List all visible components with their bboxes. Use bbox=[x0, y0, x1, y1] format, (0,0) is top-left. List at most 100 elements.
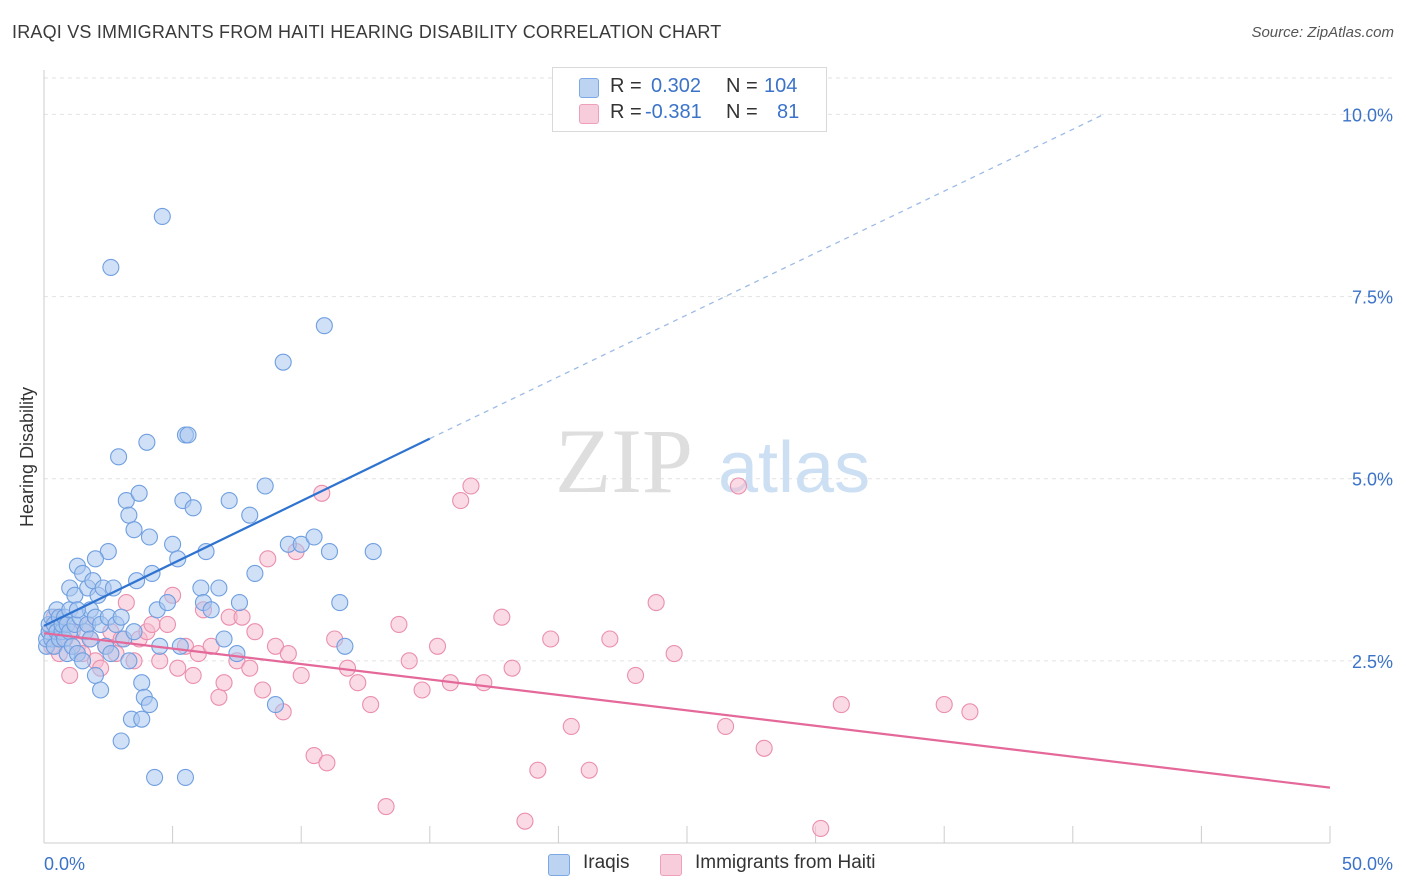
y-tick-label: 10.0% bbox=[1342, 105, 1393, 125]
bottom-legend-label-haiti: Immigrants from Haiti bbox=[695, 852, 876, 873]
iraqi-point bbox=[171, 637, 189, 655]
haiti-point bbox=[647, 594, 665, 612]
watermark-atlas: atlas bbox=[718, 428, 870, 508]
iraqi-point bbox=[197, 543, 215, 561]
legend-n-label: N = bbox=[726, 75, 758, 97]
haiti-point bbox=[400, 652, 418, 670]
bottom-legend-swatch-haiti bbox=[660, 854, 682, 876]
legend-swatch-haiti bbox=[579, 104, 599, 124]
haiti-point bbox=[305, 747, 323, 765]
iraqi-point bbox=[112, 732, 130, 750]
haiti-point bbox=[241, 659, 259, 677]
iraqi-trend-extension bbox=[429, 113, 1104, 440]
haiti-point bbox=[169, 659, 187, 677]
iraqi-point bbox=[110, 448, 128, 466]
axis-labels: 2.5% 5.0% 7.5% 10.0% 0.0% 50.0% bbox=[44, 105, 1393, 874]
haiti-point bbox=[184, 666, 202, 684]
haiti-point bbox=[462, 477, 480, 495]
bottom-legend-swatch-iraqis bbox=[548, 854, 570, 876]
iraqi-point bbox=[336, 637, 354, 655]
haiti-point bbox=[210, 688, 228, 706]
legend-r-value: 0.302 bbox=[651, 75, 702, 97]
y-axis-label: Hearing Disability bbox=[17, 387, 37, 527]
legend-swatch-iraqis bbox=[579, 78, 599, 98]
iraqi-point bbox=[133, 674, 151, 692]
haiti-point bbox=[832, 696, 850, 714]
haiti-point bbox=[729, 477, 747, 495]
haiti-point bbox=[529, 761, 547, 779]
iraqi-point bbox=[153, 207, 171, 225]
haiti-point bbox=[390, 615, 408, 633]
source-label: Source: ZipAtlas.com bbox=[1251, 24, 1394, 41]
trend-lines bbox=[43, 113, 1331, 789]
iraqi-point bbox=[230, 594, 249, 612]
iraqi-point bbox=[315, 317, 333, 335]
haiti-point bbox=[503, 659, 521, 677]
x-tick-label: 50.0% bbox=[1342, 854, 1393, 874]
iraqi-point bbox=[292, 535, 310, 553]
iraqi-point bbox=[125, 623, 143, 641]
haiti-point bbox=[254, 681, 272, 699]
haiti-point bbox=[961, 703, 979, 721]
legend-r-value: -0.381 bbox=[645, 101, 702, 123]
chart-title: IRAQI VS IMMIGRANTS FROM HAITI HEARING D… bbox=[12, 22, 722, 42]
haiti-point bbox=[562, 717, 580, 735]
iraqi-point bbox=[215, 630, 233, 648]
legend-row-iraqis: R = 0.302 N = 104 bbox=[553, 75, 826, 101]
haiti-point bbox=[627, 666, 645, 684]
iraqi-point bbox=[120, 652, 138, 670]
iraqi-trend-line bbox=[43, 437, 431, 627]
haiti-point bbox=[292, 666, 310, 684]
iraqi-point bbox=[102, 645, 120, 663]
data-points bbox=[38, 207, 979, 837]
iraqi-point bbox=[220, 492, 238, 510]
legend-r-label: R = bbox=[610, 101, 642, 123]
haiti-point bbox=[413, 681, 431, 699]
x-tick-label: 0.0% bbox=[44, 854, 85, 874]
iraqi-point bbox=[138, 433, 156, 451]
haiti-point bbox=[259, 550, 277, 568]
haiti-point bbox=[935, 696, 953, 714]
haiti-point bbox=[61, 666, 79, 684]
bottom-legend-label-iraqis: Iraqis bbox=[583, 852, 630, 873]
iraqi-point bbox=[246, 564, 264, 582]
iraqi-point bbox=[228, 645, 246, 663]
iraqi-point bbox=[184, 499, 202, 517]
iraqi-point bbox=[140, 696, 159, 714]
haiti-point bbox=[117, 594, 135, 612]
iraqi-point bbox=[320, 543, 339, 561]
haiti-point bbox=[493, 608, 511, 626]
iraqi-point bbox=[210, 579, 228, 597]
axes bbox=[43, 70, 1331, 844]
watermark: ZIP atlas bbox=[555, 410, 870, 512]
legend-r-label: R = bbox=[610, 75, 642, 97]
y-tick-label: 2.5% bbox=[1352, 652, 1393, 672]
iraqi-point bbox=[192, 579, 210, 597]
iraqi-point bbox=[266, 696, 285, 714]
iraqi-point bbox=[92, 681, 110, 699]
iraqi-point bbox=[158, 594, 177, 612]
haiti-point bbox=[580, 761, 598, 779]
iraqi-point bbox=[179, 426, 197, 444]
legend-n-value: 81 bbox=[777, 101, 800, 123]
iraqi-point bbox=[164, 535, 182, 553]
iraqi-point bbox=[140, 528, 159, 546]
iraqi-point bbox=[120, 506, 138, 524]
iraqi-point bbox=[241, 506, 259, 524]
haiti-point bbox=[279, 645, 297, 663]
haiti-point bbox=[143, 615, 161, 633]
haiti-point bbox=[516, 812, 534, 830]
watermark-zip: ZIP bbox=[555, 410, 693, 512]
correlation-legend: R = 0.302 N = 104 R = -0.381 N = 81 bbox=[552, 67, 827, 132]
iraqi-point bbox=[133, 710, 151, 728]
haiti-trend-line bbox=[43, 632, 1331, 789]
iraqi-point bbox=[146, 768, 164, 786]
haiti-point bbox=[717, 717, 735, 735]
iraqi-point bbox=[176, 768, 195, 786]
haiti-point bbox=[246, 623, 264, 641]
haiti-point bbox=[428, 637, 447, 655]
iraqi-point bbox=[99, 543, 117, 561]
haiti-point bbox=[349, 674, 367, 692]
legend-row-haiti: R = -0.381 N = 81 bbox=[553, 101, 826, 127]
